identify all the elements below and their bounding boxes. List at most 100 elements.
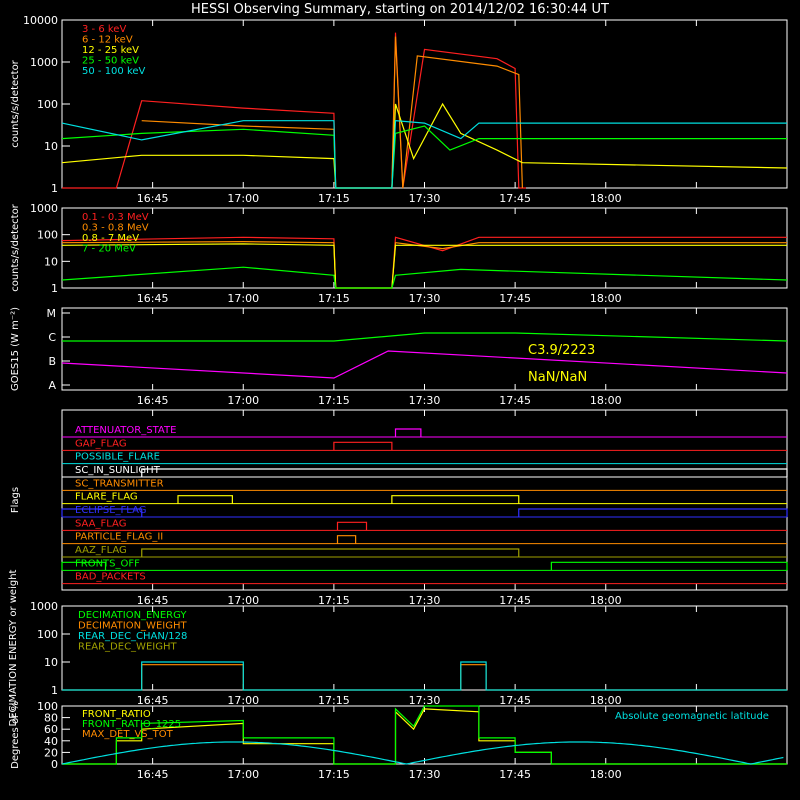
y-tick-label: 100: [37, 229, 58, 242]
x-tick-label: 17:15: [318, 594, 350, 607]
legend-entry: 25 - 50 keV: [82, 56, 139, 67]
flag-label: AAZ_FLAG: [75, 545, 127, 556]
flag-label: FRONTS_OFF: [75, 558, 140, 569]
flag-interval: [61, 561, 107, 571]
flag-interval: [141, 548, 520, 557]
y-tick-label: 60: [44, 723, 58, 736]
y-tick-label: B: [48, 355, 56, 368]
flag-label: GAP_FLAG: [75, 438, 127, 449]
x-tick-label: 17:15: [318, 694, 350, 707]
x-tick-label: 17:15: [318, 192, 350, 205]
legend-entry: 0.3 - 0.8 MeV: [82, 223, 149, 234]
goes-annotation: C3.9/2223: [528, 343, 595, 358]
x-tick-label: 17:45: [499, 694, 531, 707]
flag-label: BAD_PACKETS: [75, 572, 146, 583]
x-tick-label: 16:45: [137, 768, 169, 781]
panel-frame: [61, 307, 788, 391]
x-tick-label: 17:00: [227, 768, 259, 781]
flag-label: ECLIPSE_FLAG: [75, 505, 146, 516]
flag-label: POSSIBLE_FLARE: [75, 452, 160, 463]
flag-interval: [177, 495, 233, 504]
x-tick-label: 16:45: [137, 694, 169, 707]
x-tick-label: 16:45: [137, 394, 169, 407]
y-tick-label: 1: [51, 182, 58, 195]
legend-entry: 6 - 12 keV: [82, 35, 133, 46]
series-line-3: [61, 266, 788, 289]
flag-interval: [518, 508, 788, 517]
y-tick-label: 1000: [30, 56, 58, 69]
x-tick-label: 18:00: [590, 292, 622, 305]
y-tick-label: 100: [37, 628, 58, 641]
y-tick-label: 80: [44, 712, 58, 725]
y-tick-label: M: [47, 307, 57, 320]
y-axis-label: GOES15 (W m⁻²): [10, 307, 21, 391]
series-line-1: [141, 36, 523, 189]
flag-interval: [336, 535, 357, 544]
y-tick-label: 0: [51, 758, 58, 771]
x-tick-label: 18:00: [590, 768, 622, 781]
flag-interval: [394, 428, 422, 437]
x-tick-label: 16:45: [137, 292, 169, 305]
x-tick-label: 17:30: [409, 768, 441, 781]
flag-label: PARTICLE_FLAG_II: [75, 532, 163, 543]
legend-entry: 12 - 25 keV: [82, 45, 139, 56]
y-tick-label: A: [48, 379, 56, 392]
x-tick-label: 17:15: [318, 768, 350, 781]
y-axis-label: counts/s/detector: [10, 59, 21, 147]
flag-label: SC_IN_SUNLIGHT: [75, 465, 161, 476]
legend-entry: REAR_DEC_CHAN/128: [78, 631, 187, 642]
y-tick-label: 10: [44, 140, 58, 153]
x-tick-label: 17:00: [227, 694, 259, 707]
chart-title: HESSI Observing Summary, starting on 201…: [191, 2, 609, 17]
y-tick-label: 1: [51, 684, 58, 697]
y-tick-label: 20: [44, 746, 58, 759]
legend-entry: 50 - 100 keV: [82, 66, 146, 77]
x-tick-label: 18:00: [590, 394, 622, 407]
x-tick-label: 16:45: [137, 594, 169, 607]
x-tick-label: 18:00: [590, 594, 622, 607]
series-line-2: [61, 102, 788, 189]
y-tick-label: 10: [44, 656, 58, 669]
latitude-annotation: Absolute geomagnetic latitude: [615, 711, 769, 722]
legend-entry: REAR_DEC_WEIGHT: [78, 642, 177, 653]
flag-interval: [550, 561, 788, 571]
x-tick-label: 17:30: [409, 292, 441, 305]
x-tick-label: 18:00: [590, 192, 622, 205]
panel-frame: [61, 19, 788, 189]
legend-entry: 7 - 20 MeV: [82, 244, 136, 255]
x-tick-label: 17:00: [227, 192, 259, 205]
x-tick-label: 17:45: [499, 394, 531, 407]
y-tick-label: 100: [37, 98, 58, 111]
y-tick-label: 10000: [23, 14, 58, 27]
legend-entry: 0.1 - 0.3 MeV: [82, 212, 149, 223]
series-line-2: [62, 661, 787, 691]
x-tick-label: 17:00: [227, 394, 259, 407]
flag-label: SC_TRANSMITTER: [75, 478, 164, 489]
x-tick-label: 17:00: [227, 292, 259, 305]
series-line-3: [61, 125, 787, 189]
y-tick-label: 1000: [30, 202, 58, 215]
x-tick-label: 17:00: [227, 594, 259, 607]
x-tick-label: 17:15: [318, 394, 350, 407]
legend-entry: DECIMATION_ENERGY: [78, 610, 187, 621]
x-tick-label: 17:30: [409, 394, 441, 407]
legend-entry: MAX_DET_VS_TOT: [82, 729, 174, 740]
x-tick-label: 17:45: [499, 192, 531, 205]
x-tick-label: 17:30: [409, 694, 441, 707]
goes-annotation: NaN/NaN: [528, 370, 587, 385]
y-tick-label: 1000: [30, 600, 58, 613]
x-tick-label: 17:45: [499, 768, 531, 781]
legend-entry: FRONT_RATIO: [82, 709, 151, 720]
y-tick-label: 100: [37, 700, 58, 713]
goes-long-line: [62, 332, 788, 342]
flag-interval: [391, 495, 520, 504]
flag-label: FLARE_FLAG: [75, 492, 138, 503]
legend-entry: 3 - 6 keV: [82, 24, 126, 35]
goes-short-line: [61, 350, 788, 379]
flag-interval: [61, 508, 143, 517]
y-tick-label: C: [48, 331, 56, 344]
y-tick-label: 1: [51, 282, 58, 295]
flag-interval: [141, 468, 788, 477]
y-tick-label: 40: [44, 735, 58, 748]
